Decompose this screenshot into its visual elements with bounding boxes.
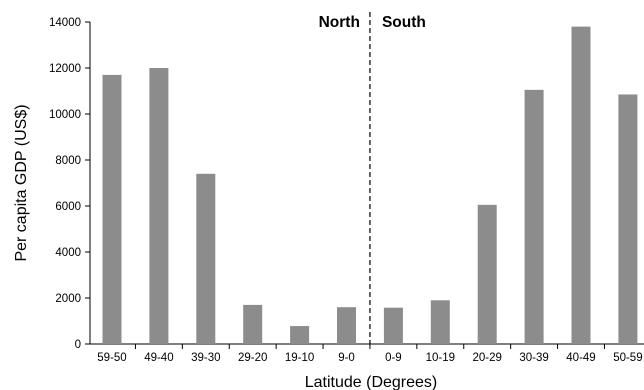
bar-30-39 [524, 89, 544, 344]
bar-10-19 [430, 300, 450, 344]
bar-49-40 [149, 68, 169, 344]
bars [102, 26, 638, 345]
x-tick-label: 9-0 [338, 352, 355, 364]
bar-19-10 [290, 326, 310, 344]
x-axis-title: Latitude (Degrees) [305, 374, 438, 390]
y-tick-label: 4000 [55, 247, 81, 259]
x-tick-label: 29-20 [238, 352, 267, 364]
south-label: South [382, 14, 426, 31]
bar-20-29 [477, 204, 497, 344]
bar-59-50 [102, 74, 122, 345]
x-tick-label: 0-9 [385, 352, 402, 364]
bar-9-0 [337, 307, 356, 344]
bar-40-49 [571, 26, 591, 344]
y-tick-label: 10000 [49, 109, 81, 121]
y-tick-label: 14000 [49, 17, 81, 29]
y-tick-label: 12000 [49, 63, 81, 75]
x-tick-label: 20-29 [472, 352, 501, 364]
x-axis: 59-50 49-40 39-30 29-20 19-10 9-0 0-9 10-19 20-2… [90, 343, 644, 364]
x-tick-label: 59-50 [97, 352, 126, 364]
x-tick-label: 19-10 [285, 352, 314, 364]
y-tick-label: 2000 [55, 293, 81, 305]
y-tick-label: 6000 [55, 201, 81, 213]
x-tick-label: 49-40 [144, 352, 173, 364]
x-tick-label: 10-19 [426, 352, 455, 364]
x-tick-label: 50-59 [613, 352, 642, 364]
y-tick-label: 0 [75, 339, 81, 351]
north-label: North [319, 14, 360, 31]
bar-29-20 [243, 304, 263, 344]
y-tick-label: 8000 [55, 155, 81, 167]
bar-0-9 [383, 307, 403, 344]
x-tick-label: 39-30 [191, 352, 220, 364]
y-axis-title: Per capita GDP (US$) [13, 104, 30, 261]
x-tick-label: 40-49 [566, 352, 595, 364]
bar-50-59 [618, 94, 638, 344]
x-tick-label: 30-39 [519, 352, 548, 364]
bar-39-30 [196, 173, 216, 344]
y-axis: 0 2000 4000 6000 8000 10000 12000 14000 [49, 17, 91, 351]
